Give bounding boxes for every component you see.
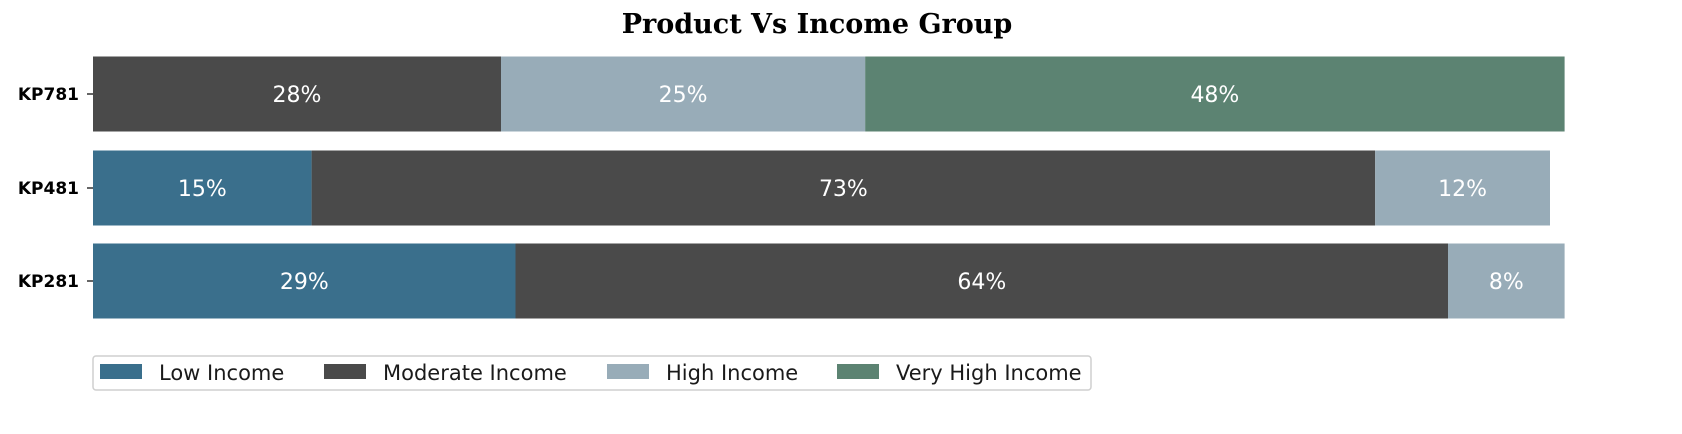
legend-swatch-very-high-income xyxy=(837,364,879,379)
bar-kp281-moderate-income xyxy=(515,243,1448,319)
bar-kp281-low-income xyxy=(93,243,516,319)
y-tick-label-kp281: KP281 xyxy=(18,272,79,292)
bars-group: 28% 25% 48% 15% 73% 12% 29% 64% 8% xyxy=(93,56,1565,319)
legend-label-moderate-income: Moderate Income xyxy=(383,361,567,385)
bar-label-kp781-very-high-income: 48% xyxy=(1190,83,1239,108)
bar-kp781-high-income xyxy=(501,56,866,132)
bar-kp781-moderate-income xyxy=(93,56,501,132)
bar-kp481-moderate-income xyxy=(311,150,1376,226)
legend-label-high-income: High Income xyxy=(666,361,798,385)
bar-label-kp481-high-income: 12% xyxy=(1438,177,1487,202)
legend-swatch-high-income xyxy=(607,364,649,379)
legend-label-low-income: Low Income xyxy=(159,361,284,385)
bar-label-kp481-moderate-income: 73% xyxy=(819,177,868,202)
legend-swatch-low-income xyxy=(100,364,142,379)
bar-kp781-very-high-income xyxy=(865,56,1565,132)
legend-label-very-high-income: Very High Income xyxy=(896,361,1082,385)
y-axis: KP781 KP481 KP281 xyxy=(18,85,93,292)
bar-kp481-low-income xyxy=(93,150,312,226)
legend-swatch-moderate-income xyxy=(324,364,366,379)
bar-kp281-high-income xyxy=(1448,243,1565,319)
chart-title: Product Vs Income Group xyxy=(622,9,1013,40)
bar-label-kp481-low-income: 15% xyxy=(178,177,227,202)
bar-kp481-high-income xyxy=(1375,150,1550,226)
bar-label-kp781-moderate-income: 28% xyxy=(273,83,322,108)
bar-label-kp281-low-income: 29% xyxy=(280,270,329,295)
y-tick-label-kp781: KP781 xyxy=(18,85,79,105)
y-tick-label-kp481: KP481 xyxy=(18,179,79,199)
legend: Low Income Moderate Income High Income Very… xyxy=(92,355,1092,391)
bar-label-kp281-high-income: 8% xyxy=(1489,270,1524,295)
bar-label-kp281-moderate-income: 64% xyxy=(957,270,1006,295)
bar-label-kp781-high-income: 25% xyxy=(659,83,708,108)
